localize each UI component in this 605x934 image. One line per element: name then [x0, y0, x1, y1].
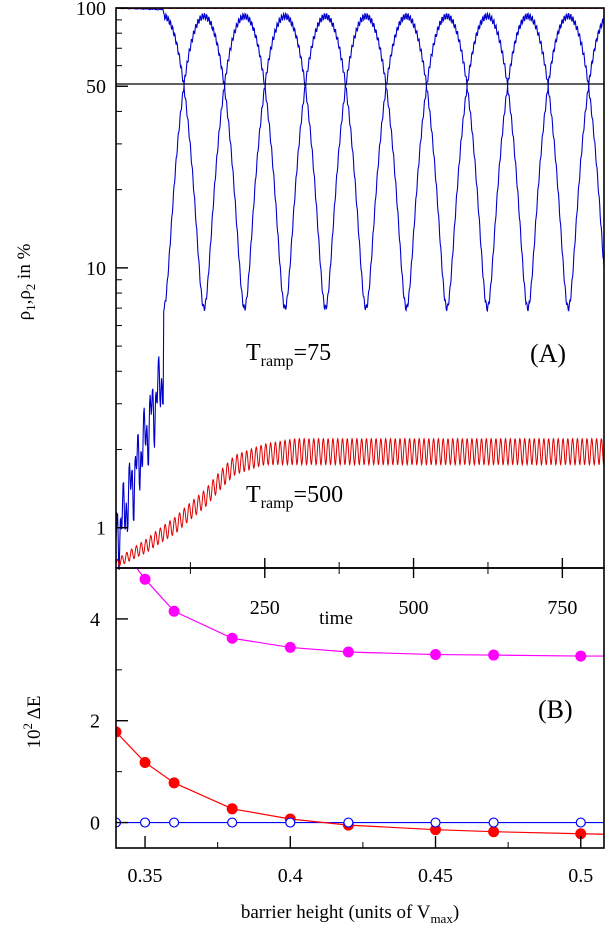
magenta-series-point [430, 649, 442, 661]
panel-b-y-axis-label: 102 ΔE [20, 695, 45, 748]
panel-b-x-tick-label: 0.35 [128, 865, 163, 887]
panel-b-y-ticks: 0 2 4 [90, 609, 128, 835]
magenta-series-point [168, 605, 180, 617]
panel-b-curves [116, 568, 604, 840]
panel-a-y-tick-label: 10 [86, 258, 106, 280]
annotation-tramp-500: Tramp=500 [246, 482, 343, 512]
blue-series-point [227, 817, 238, 828]
panel-b: 0 2 4 0.35 0.4 0.45 0.5 (B) time 102 ΔE barri… [20, 567, 605, 926]
magenta-series-line [136, 568, 604, 657]
panel-a-x-tick-label: 500 [399, 597, 429, 619]
panel-b-y-tick-label: 2 [90, 711, 100, 733]
panel-b-frame [115, 567, 605, 849]
panel-a-y-axis-label: ρ1,ρ2 in % [14, 243, 38, 320]
panel-a-y-ticks: 1 10 50 100 [76, 0, 128, 540]
panel-a-x-ticks: 250 500 750 [189, 558, 577, 619]
blue-series-point [343, 817, 354, 828]
red-series-point [226, 803, 238, 815]
panel-b-x-tick-label: 0.4 [278, 865, 303, 887]
panel-b-label: (B) [538, 695, 573, 724]
panel-a-x-tick-label: 250 [250, 597, 280, 619]
panel-a-y-tick-label: 1 [96, 518, 106, 540]
blue-series-point [430, 817, 441, 828]
panel-a-label: (A) [530, 339, 566, 368]
red-series-point [168, 777, 180, 789]
magenta-series-point [488, 649, 500, 661]
panel-b-y-tick-label: 4 [90, 609, 100, 631]
panel-b-x-tick-label: 0.5 [568, 865, 593, 887]
blue-population-curve [115, 7, 605, 312]
blue-series-point [488, 817, 499, 828]
panel-b-x-tick-label: 0.45 [418, 865, 453, 887]
magenta-series-point [226, 632, 238, 644]
red-series-point [116, 726, 122, 738]
blue-series-point [575, 817, 586, 828]
magenta-series-point [139, 573, 151, 585]
panel-b-y-tick-label: 0 [90, 813, 100, 835]
panel-a-x-axis-label: time [319, 608, 353, 629]
panel-a-y-tick-label: 50 [86, 76, 106, 98]
panel-a-y-tick-label: 100 [76, 0, 106, 20]
magenta-series-point [284, 641, 296, 653]
blue-series-point [285, 817, 296, 828]
red-series-point [488, 826, 500, 838]
red-series-line [116, 731, 604, 835]
panel-a: 1 10 50 100 250 500 750 (A) Tramp=75 Tramp=50… [14, 0, 605, 619]
panel-b-x-axis-label: barrier height (units of Vmax) [241, 902, 459, 926]
red-population-curve [115, 437, 605, 567]
annotation-tramp-75: Tramp=75 [246, 340, 331, 370]
blue-series-point [168, 817, 180, 828]
panel-a-x-tick-label: 750 [547, 597, 577, 619]
red-series-point [139, 756, 151, 768]
blue-population-curve [115, 11, 605, 570]
magenta-series-point [342, 646, 354, 658]
panel-a-curves [115, 7, 605, 570]
panel-b-x-ticks: 0.35 0.4 0.45 0.5 [128, 836, 593, 887]
magenta-series-point [575, 650, 587, 662]
blue-series-point [139, 817, 151, 828]
